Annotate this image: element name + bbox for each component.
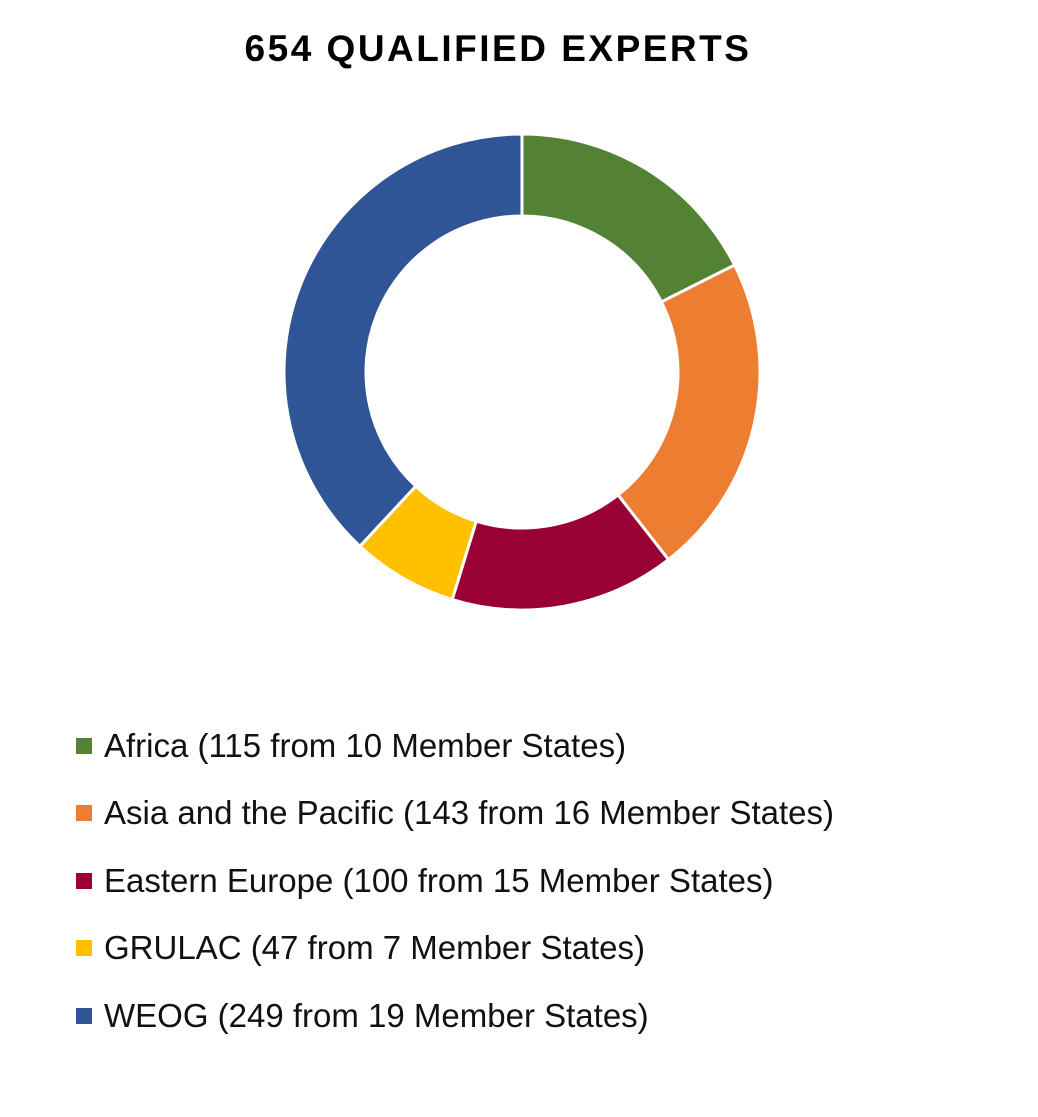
- legend-label: GRULAC (47 from 7 Member States): [104, 929, 645, 967]
- legend-swatch: [76, 805, 92, 822]
- legend-label: Asia and the Pacific (143 from 16 Member…: [104, 794, 834, 832]
- legend-swatch: [76, 1007, 92, 1024]
- legend-swatch: [76, 737, 92, 754]
- donut-slice-4: [282, 132, 524, 549]
- legend-label: WEOG (249 from 19 Member States): [104, 996, 649, 1034]
- legend-item-africa: Africa (115 from 10 Member States): [76, 712, 834, 780]
- donut-chart: [282, 132, 762, 612]
- donut-slice-0: [520, 132, 737, 304]
- legend: Africa (115 from 10 Member States) Asia …: [76, 712, 834, 1050]
- legend-label: Africa (115 from 10 Member States): [104, 726, 627, 764]
- chart-title: 654 QUALIFIED EXPERTS: [244, 28, 752, 69]
- legend-swatch: [76, 872, 92, 889]
- donut-slice-1: [615, 263, 762, 562]
- legend-swatch: [76, 940, 92, 957]
- legend-label: Eastern Europe (100 from 15 Member State…: [104, 861, 774, 899]
- legend-item-asia-pacific: Asia and the Pacific (143 from 16 Member…: [76, 780, 834, 848]
- legend-item-eastern-europe: Eastern Europe (100 from 15 Member State…: [76, 847, 834, 915]
- legend-item-grulac: GRULAC (47 from 7 Member States): [76, 915, 834, 983]
- legend-item-weog: WEOG (249 from 19 Member States): [76, 982, 834, 1050]
